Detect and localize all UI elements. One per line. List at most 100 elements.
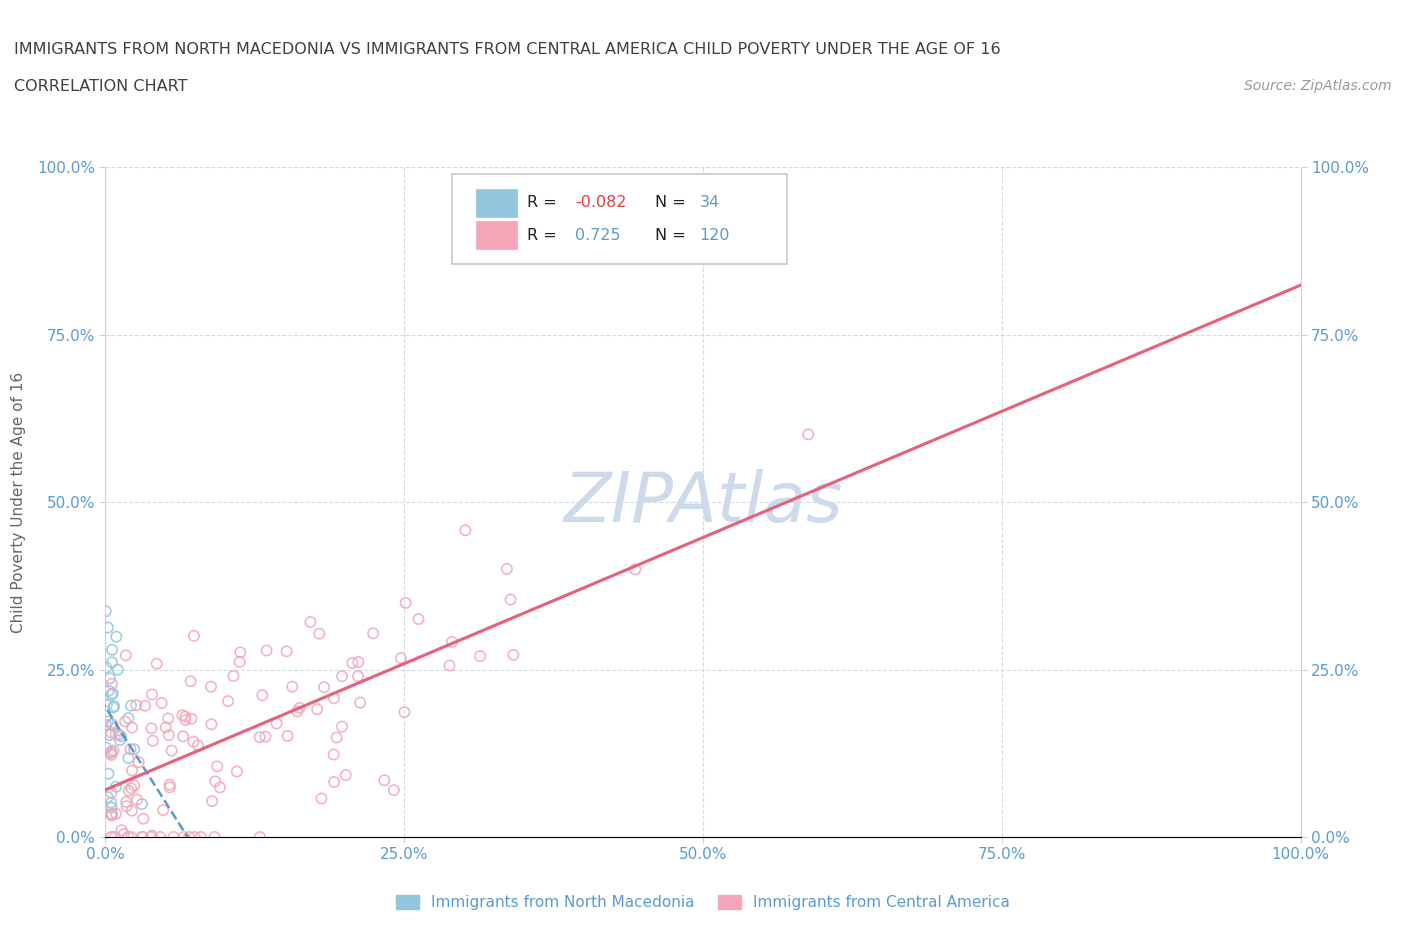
Text: ZIPAtlas: ZIPAtlas (564, 469, 842, 536)
Point (121, 804, 143, 818)
Point (100, 748, 122, 763)
Point (120, 698, 142, 713)
Point (322, 747, 344, 762)
Point (180, 711, 202, 726)
Point (312, 680, 335, 695)
Point (395, 595, 418, 610)
Point (104, 830, 127, 844)
FancyBboxPatch shape (475, 189, 516, 217)
Point (440, 634, 463, 649)
Point (307, 702, 329, 717)
Point (145, 657, 167, 671)
Text: IMMIGRANTS FROM NORTH MACEDONIA VS IMMIGRANTS FROM CENTRAL AMERICA CHILD POVERTY: IMMIGRANTS FROM NORTH MACEDONIA VS IMMIG… (14, 42, 1001, 57)
Point (114, 714, 136, 729)
Point (311, 791, 333, 806)
Point (183, 830, 205, 844)
Point (157, 711, 180, 725)
Text: R =: R = (527, 228, 562, 243)
Point (187, 738, 209, 753)
Point (96, 698, 118, 712)
Text: N =: N = (655, 195, 692, 210)
Point (225, 764, 247, 779)
Point (439, 658, 461, 673)
Point (277, 728, 299, 743)
Point (101, 655, 124, 670)
FancyBboxPatch shape (453, 174, 787, 264)
Point (142, 733, 165, 748)
Point (190, 830, 212, 844)
Point (141, 687, 163, 702)
Point (155, 720, 177, 735)
Point (115, 799, 138, 814)
Point (122, 778, 145, 793)
Point (174, 712, 197, 727)
Point (141, 721, 163, 736)
Point (125, 792, 148, 807)
Point (208, 780, 231, 795)
Point (330, 669, 353, 684)
Point (177, 830, 200, 844)
Text: R =: R = (527, 195, 562, 210)
Point (118, 783, 141, 798)
Point (325, 730, 347, 745)
Point (180, 673, 202, 688)
Point (103, 698, 125, 713)
Point (98, 727, 121, 742)
Point (101, 700, 124, 715)
Point (120, 781, 142, 796)
Point (100, 745, 122, 760)
Text: 34: 34 (699, 195, 720, 210)
Point (347, 655, 370, 670)
Point (103, 743, 125, 758)
Point (115, 794, 138, 809)
Point (330, 719, 353, 734)
Point (117, 751, 139, 765)
Text: 0.725: 0.725 (575, 228, 621, 243)
Point (100, 795, 122, 810)
Point (204, 774, 226, 789)
Point (201, 793, 224, 808)
FancyBboxPatch shape (475, 221, 516, 249)
Point (104, 726, 127, 741)
Point (624, 562, 647, 577)
Point (502, 647, 524, 662)
Point (454, 523, 477, 538)
Point (150, 696, 173, 711)
Point (100, 830, 122, 844)
Text: CORRELATION CHART: CORRELATION CHART (14, 79, 187, 94)
Point (101, 807, 124, 822)
Point (408, 612, 430, 627)
Point (128, 754, 150, 769)
Point (100, 744, 122, 759)
Point (222, 669, 245, 684)
Point (125, 698, 148, 712)
Point (173, 830, 195, 844)
Y-axis label: Child Poverty Under the Age of 16: Child Poverty Under the Age of 16 (11, 372, 25, 632)
Point (160, 743, 183, 758)
Point (110, 729, 132, 744)
Point (100, 830, 122, 844)
Point (162, 830, 184, 844)
Point (323, 691, 346, 706)
Point (132, 830, 155, 844)
Point (200, 717, 222, 732)
Point (97, 714, 120, 729)
Point (276, 644, 298, 658)
Point (96, 740, 118, 755)
Point (97, 790, 120, 804)
Point (122, 741, 145, 756)
Point (256, 643, 278, 658)
Point (200, 679, 222, 694)
Point (229, 644, 252, 659)
Point (120, 742, 142, 757)
Point (499, 592, 522, 607)
Point (117, 830, 139, 844)
Legend: Immigrants from North Macedonia, Immigrants from Central America: Immigrants from North Macedonia, Immigra… (389, 889, 1017, 916)
Point (149, 830, 172, 844)
Point (361, 626, 384, 641)
Point (141, 828, 163, 843)
Text: 120: 120 (699, 228, 730, 243)
Point (285, 704, 308, 719)
Point (249, 830, 271, 844)
Point (107, 662, 129, 677)
